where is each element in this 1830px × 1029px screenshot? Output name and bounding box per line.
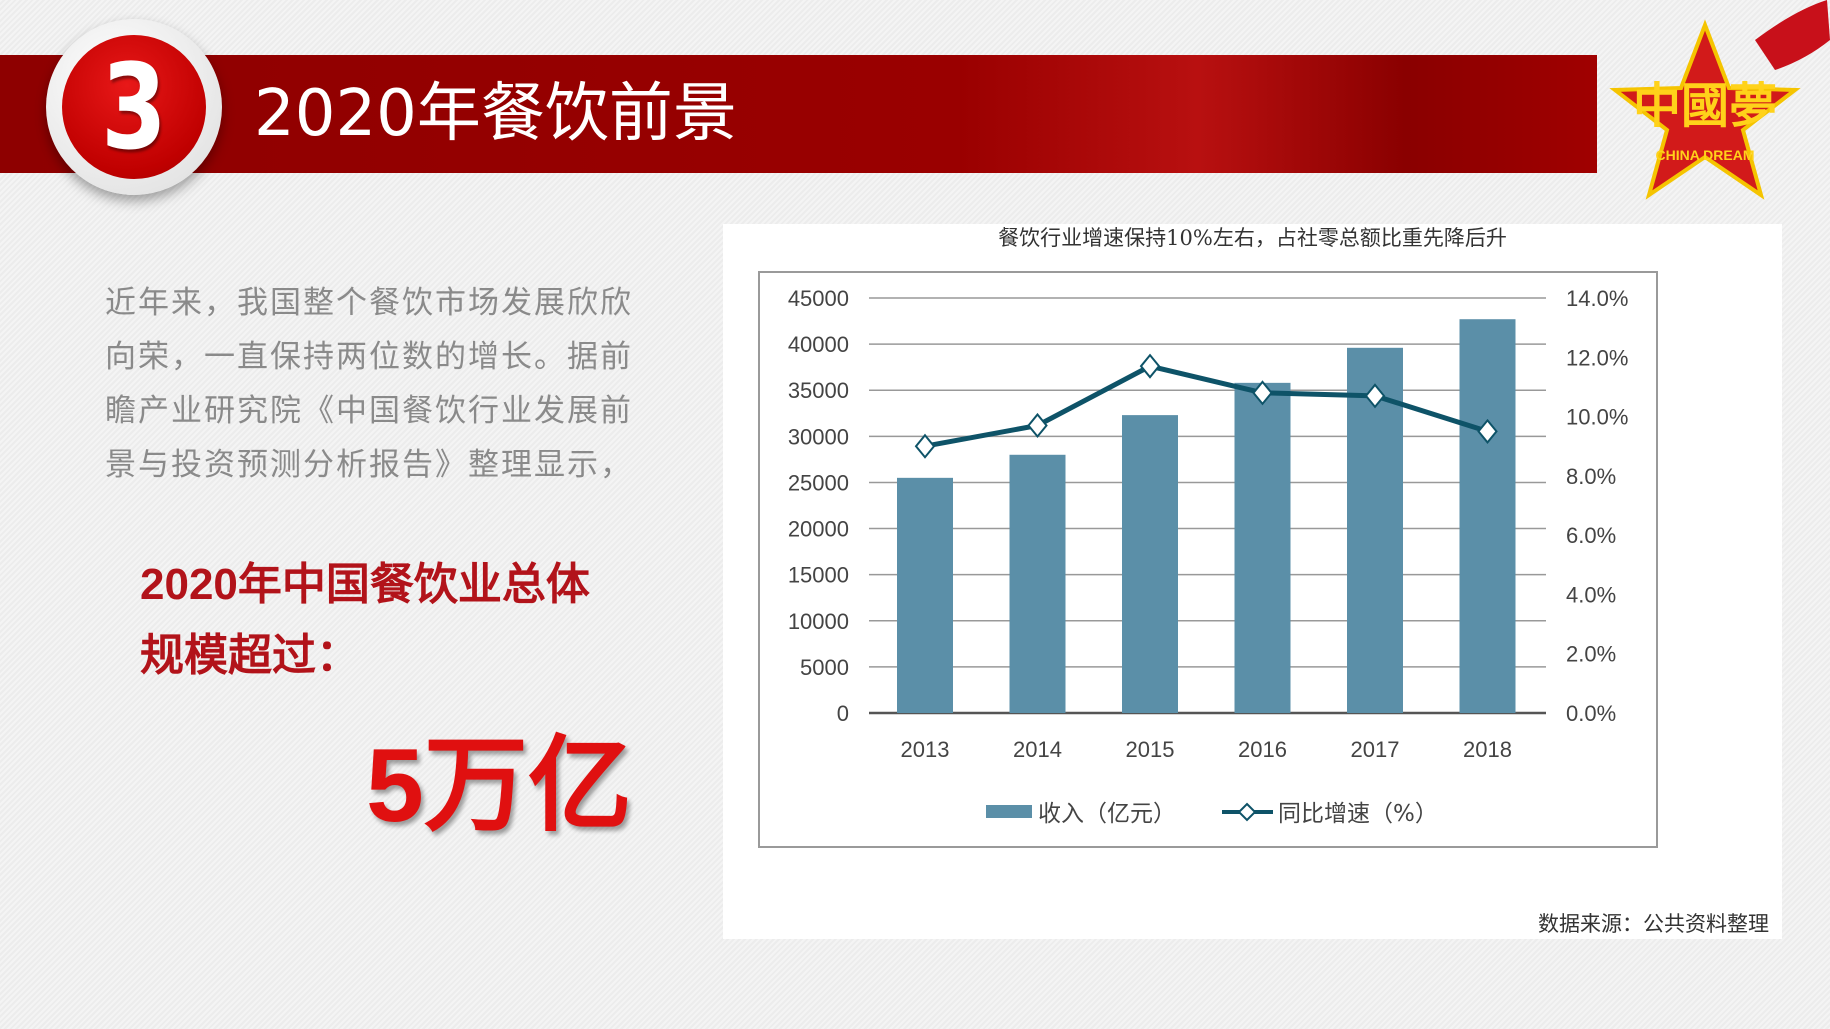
header-band bbox=[0, 55, 1597, 173]
bar bbox=[1347, 347, 1403, 713]
left-tick-label: 20000 bbox=[788, 517, 849, 542]
left-tick-label: 45000 bbox=[788, 286, 849, 311]
bar bbox=[1009, 454, 1066, 713]
growth-line bbox=[924, 363, 1489, 449]
bar bbox=[1122, 415, 1178, 713]
line-marker bbox=[1027, 412, 1048, 439]
left-tick-label: 25000 bbox=[788, 470, 849, 495]
data-source: 数据来源：公共资料整理 bbox=[1538, 912, 1769, 936]
bar bbox=[1459, 319, 1516, 713]
highlight-line: 2020年中国餐饮业总体 bbox=[140, 560, 590, 609]
intro-paragraph: 近年来，我国整个餐饮市场发展欣欣 向荣，一直保持两位数的增长。据前 瞻产业研究院… bbox=[105, 276, 685, 492]
right-tick-label: 10.0% bbox=[1566, 405, 1628, 430]
legend-label: 同比增速（%） bbox=[1278, 801, 1438, 827]
intro-line: 向荣，一直保持两位数的增长。据前 bbox=[105, 339, 633, 375]
right-tick-label: 0.0% bbox=[1566, 701, 1616, 726]
x-tick-label: 2014 bbox=[1013, 737, 1062, 762]
right-tick-label: 2.0% bbox=[1566, 642, 1616, 667]
left-tick-label: 35000 bbox=[788, 378, 849, 403]
right-tick-label: 8.0% bbox=[1566, 464, 1616, 489]
left-tick-label: 30000 bbox=[788, 424, 849, 449]
right-tick-label: 4.0% bbox=[1566, 582, 1616, 607]
intro-line: 近年来，我国整个餐饮市场发展欣欣 bbox=[105, 285, 633, 321]
page-title: 2020年餐饮前景 bbox=[254, 77, 737, 151]
x-tick-label: 2016 bbox=[1238, 737, 1287, 762]
x-tick-label: 2018 bbox=[1463, 737, 1512, 762]
section-badge-inner bbox=[62, 35, 206, 179]
left-tick-label: 10000 bbox=[788, 609, 849, 634]
left-tick-label: 15000 bbox=[788, 563, 849, 588]
intro-line: 景与投资预测分析报告》整理显示， bbox=[105, 447, 633, 483]
line-marker bbox=[1477, 418, 1498, 444]
x-tick-label: 2013 bbox=[901, 737, 950, 762]
right-tick-label: 12.0% bbox=[1566, 345, 1628, 370]
bar bbox=[1234, 382, 1291, 713]
right-tick-label: 6.0% bbox=[1566, 523, 1616, 548]
legend-label: 收入（亿元） bbox=[1038, 801, 1176, 827]
line-marker bbox=[914, 433, 936, 459]
combo-chart: 0 5000 10000 15000 20000 25000 30000 35000 40000… bbox=[788, 286, 1629, 827]
line-marker bbox=[1139, 353, 1161, 379]
right-tick-label: 14.0% bbox=[1566, 286, 1628, 311]
svg-text:中國夢: 中國夢 bbox=[1633, 78, 1777, 134]
china-dream-logo: 中國夢 CHINA DREAM bbox=[1609, 0, 1830, 200]
line-marker bbox=[1364, 383, 1386, 409]
legend-bar-swatch bbox=[986, 805, 1032, 818]
left-tick-label: 0 bbox=[837, 701, 849, 726]
legend-marker bbox=[1237, 802, 1257, 822]
left-tick-label: 40000 bbox=[788, 332, 849, 357]
highlight-value: 5万亿 bbox=[366, 728, 632, 844]
highlight-line: 规模超过： bbox=[140, 631, 360, 680]
x-tick-label: 2017 bbox=[1351, 737, 1400, 762]
intro-line: 瞻产业研究院《中国餐饮行业发展前 bbox=[105, 393, 633, 429]
highlight-heading: 2020年中国餐饮业总体 规模超过： bbox=[140, 549, 590, 691]
bar bbox=[897, 477, 953, 713]
x-tick-label: 2015 bbox=[1126, 737, 1175, 762]
section-number: 3 bbox=[101, 38, 167, 176]
chart-title: 餐饮行业增速保持10%左右，占社零总额比重先降后升 bbox=[998, 226, 1507, 250]
svg-text:CHINA DREAM: CHINA DREAM bbox=[1655, 147, 1754, 163]
left-tick-label: 5000 bbox=[800, 655, 849, 680]
line-marker bbox=[1252, 380, 1273, 406]
